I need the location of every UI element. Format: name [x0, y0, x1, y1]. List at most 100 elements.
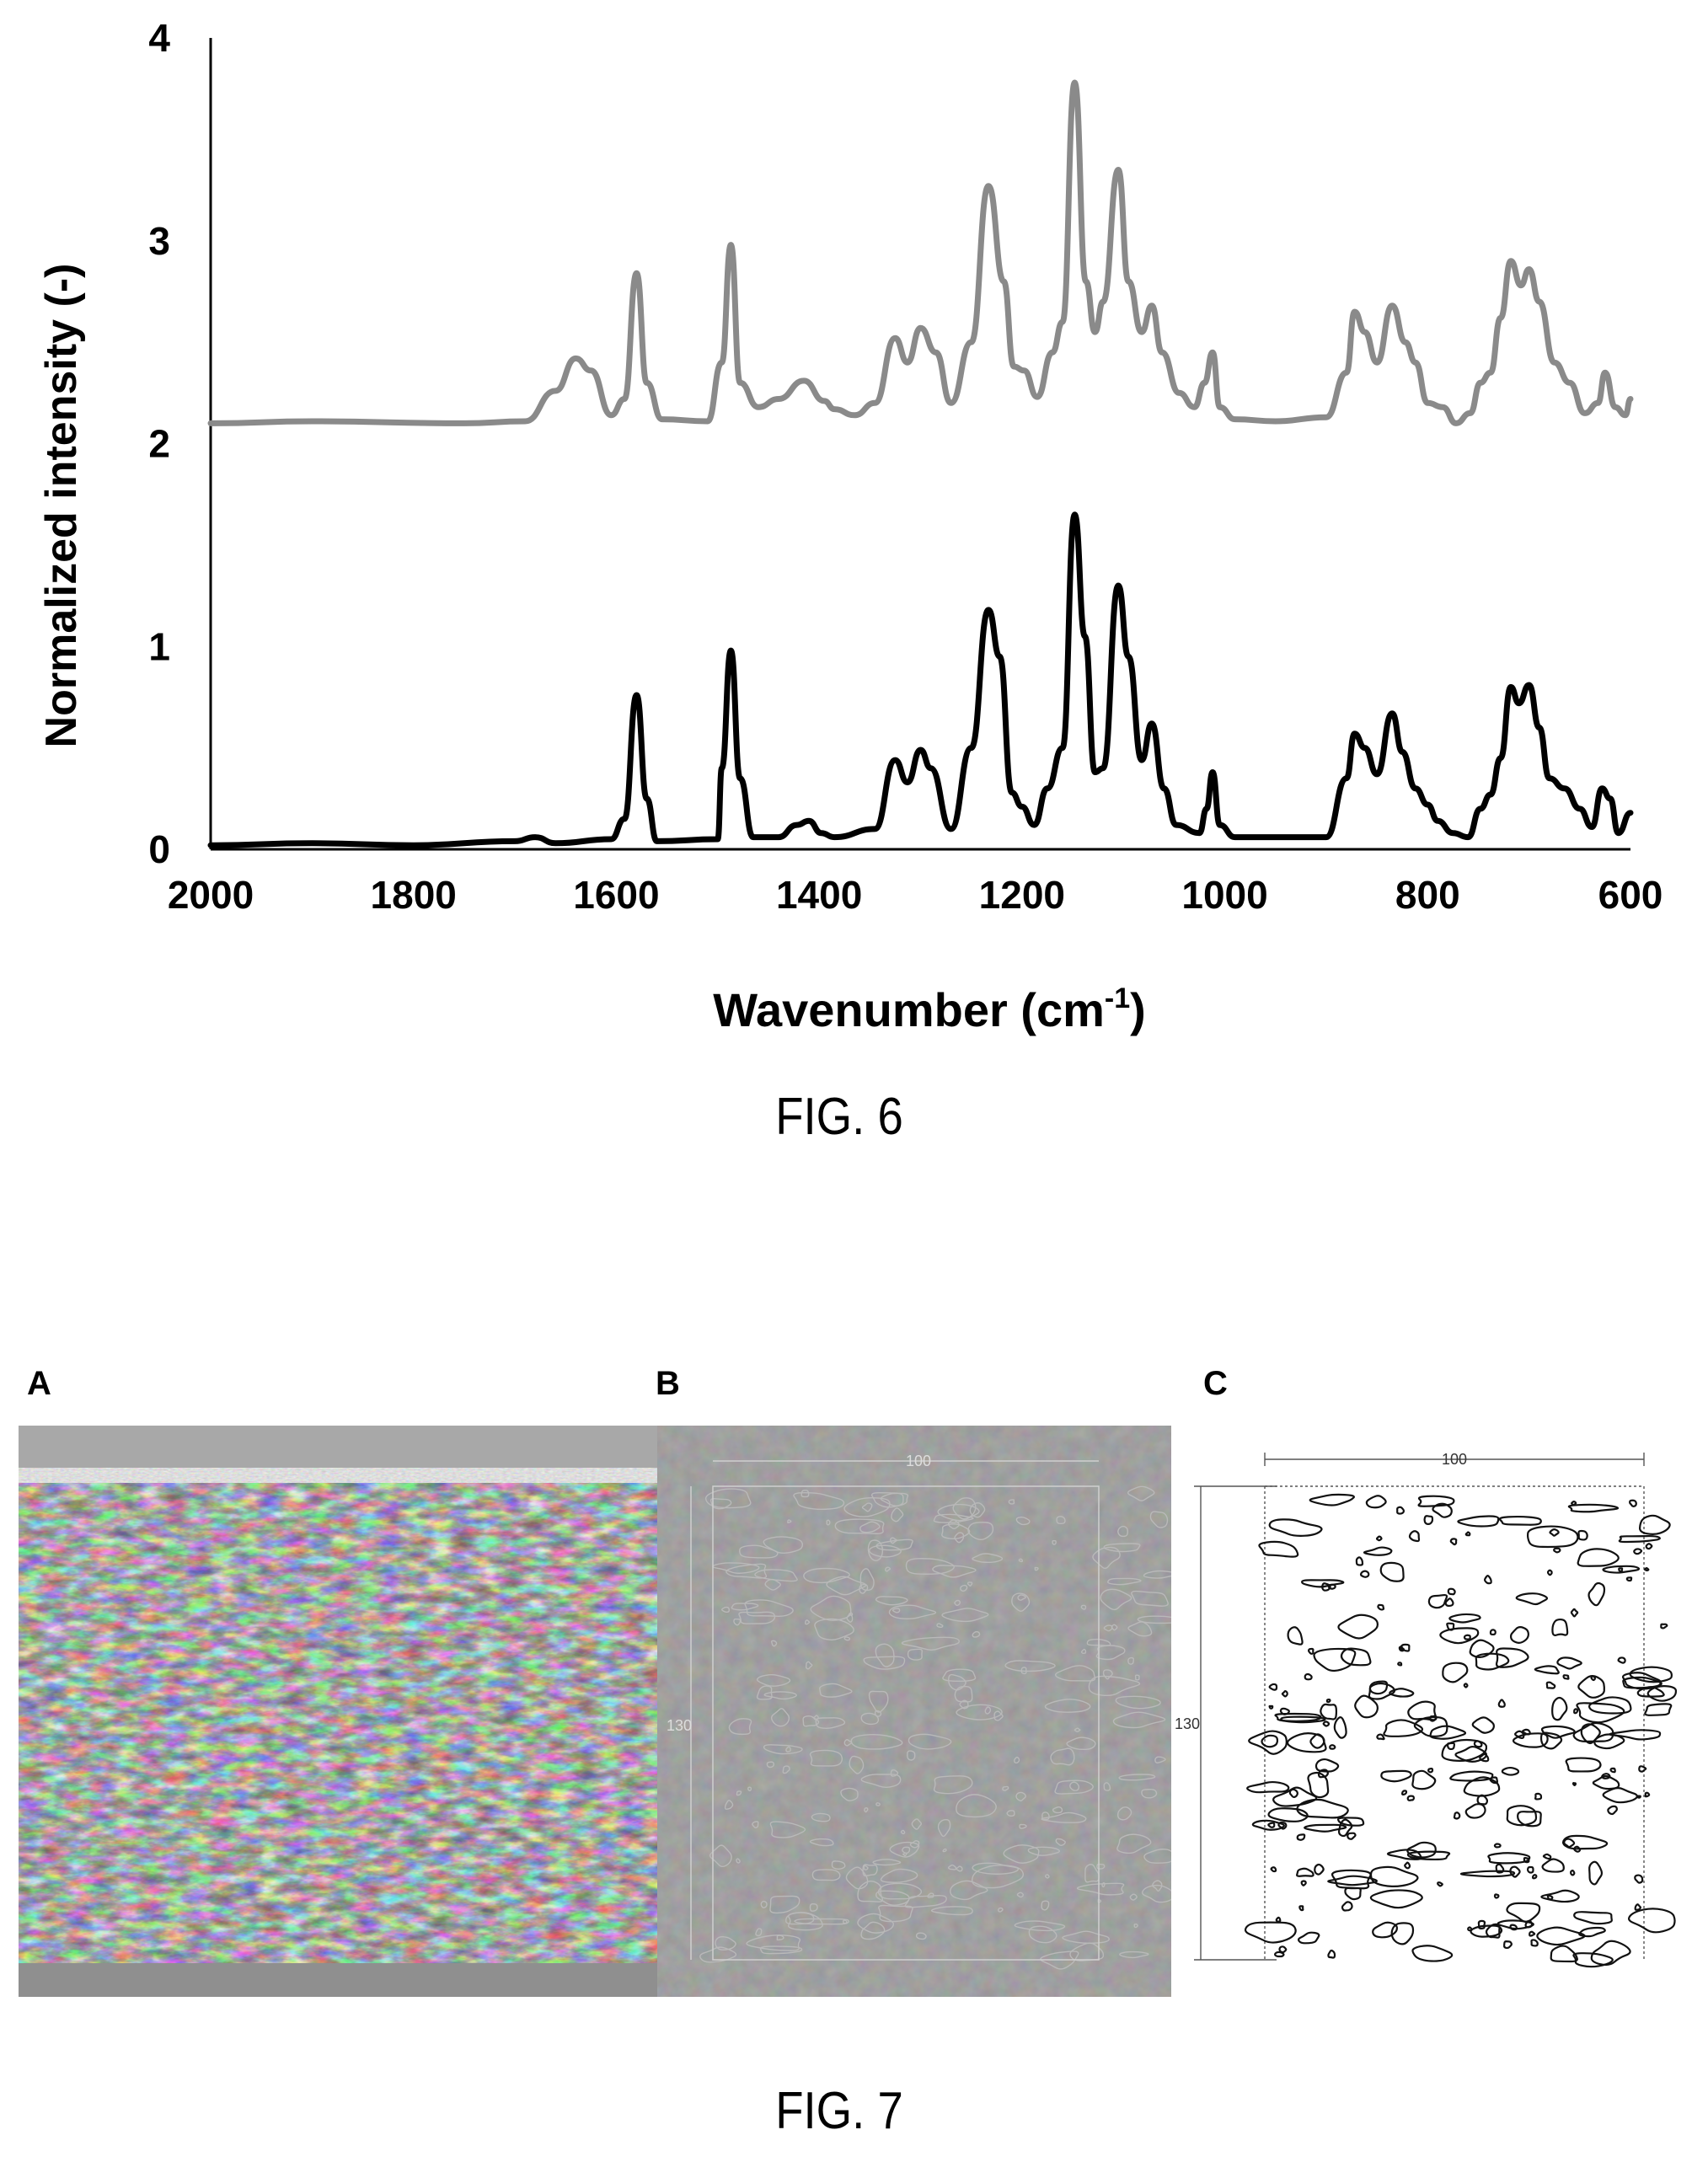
pore-outline	[1044, 1874, 1050, 1879]
pore-outline	[1084, 1864, 1100, 1883]
pore-outline	[1601, 1773, 1611, 1779]
pore-outline	[1556, 1656, 1582, 1670]
pore-outline	[1354, 1694, 1379, 1719]
pore-outline	[1267, 1807, 1309, 1822]
pore-outline	[1137, 1615, 1171, 1624]
pore-outline	[1545, 1681, 1556, 1689]
pore-outline	[1540, 1725, 1576, 1739]
pore-outline	[1341, 1901, 1353, 1912]
x-tick-label: 600	[1598, 873, 1663, 917]
pore-outline	[699, 1946, 737, 1963]
pore-outline	[1449, 1538, 1458, 1546]
pore-outline	[1041, 1811, 1050, 1821]
pore-outline	[1639, 1514, 1671, 1535]
pore-outline	[1643, 1567, 1650, 1572]
pore-outline	[1509, 1865, 1521, 1878]
pore-outline	[875, 1890, 910, 1906]
pore-outline	[902, 1846, 911, 1854]
pore-outline	[1570, 1608, 1579, 1618]
pore-outline	[1069, 1781, 1080, 1791]
pore-outline	[1014, 1756, 1020, 1764]
pore-outline	[1622, 1676, 1662, 1689]
pore-outline	[805, 1661, 813, 1670]
pore-outline	[1333, 1716, 1347, 1739]
pore-outline	[1609, 1729, 1662, 1741]
pore-outline	[1534, 1792, 1543, 1801]
pore-outline	[1457, 1515, 1500, 1528]
pore-outline	[1267, 1822, 1276, 1828]
pore-outline	[763, 1744, 803, 1755]
pore-outline	[1454, 1745, 1488, 1763]
pore-outline	[1592, 1774, 1620, 1790]
pore-outline	[1577, 1548, 1620, 1567]
pore-outline	[1368, 1682, 1396, 1700]
pore-outline	[776, 1935, 784, 1941]
pore-outline	[1152, 1880, 1163, 1892]
pore-outline	[859, 1583, 869, 1594]
pore-outline	[809, 1902, 818, 1912]
pore-outline	[1006, 1810, 1015, 1817]
x-tick-label: 1800	[371, 873, 457, 917]
pore-outline	[1244, 1921, 1297, 1944]
pore-outline	[1400, 1643, 1411, 1652]
y-tick-label: 4	[148, 16, 170, 60]
pore-outline	[1286, 1732, 1327, 1753]
pore-outline	[1540, 1889, 1580, 1903]
pore-outline	[877, 1882, 923, 1900]
pore-outline	[1546, 1894, 1554, 1901]
pore-outline	[1577, 1675, 1605, 1699]
pore-outline	[1028, 1925, 1057, 1944]
pore-outline	[1404, 1861, 1411, 1870]
dimension-box-c	[1194, 1453, 1645, 1961]
pore-outline	[1660, 1623, 1668, 1630]
pore-outline	[1129, 1893, 1138, 1901]
pore-outline	[1577, 1529, 1588, 1541]
pore-outline	[1644, 1703, 1673, 1716]
pore-outline	[1016, 1892, 1025, 1898]
pore-outline	[1296, 1833, 1306, 1841]
pore-outline	[755, 1928, 763, 1937]
pore-outline	[1521, 1728, 1531, 1736]
pore-outline	[966, 1581, 973, 1587]
pore-outline	[1314, 1863, 1325, 1876]
pore-outline	[1355, 1556, 1364, 1566]
pore-outline	[1337, 1613, 1379, 1640]
sem-outlined-image: 100 130	[657, 1426, 1171, 1997]
pore-outline	[1008, 1499, 1015, 1505]
pore-outline	[1248, 1730, 1288, 1755]
pore-outline	[874, 1710, 882, 1717]
pore-outline	[1274, 1712, 1322, 1722]
pore-outline	[1487, 1852, 1531, 1865]
pore-outline	[1297, 1931, 1320, 1945]
x-tick-label: 1000	[1181, 873, 1267, 917]
pore-outline	[850, 1733, 903, 1750]
pore-outline	[857, 1913, 895, 1934]
pore-outline	[1621, 1672, 1662, 1690]
pore-outline	[1086, 1638, 1111, 1646]
pore-outline	[942, 1668, 977, 1683]
pore-outline	[864, 1806, 869, 1813]
pore-outline	[1638, 1765, 1647, 1773]
pore-outline	[1050, 1747, 1075, 1766]
chart-series	[207, 79, 1634, 848]
pore-outline	[736, 1790, 742, 1796]
pore-outline	[1375, 1535, 1383, 1542]
y-tick-label: 0	[148, 827, 170, 871]
y-tick-label: 3	[148, 219, 170, 263]
panel-c-letter: C	[1203, 1365, 1228, 1402]
pore-outline	[811, 1812, 831, 1822]
outline-drawing: 100 130	[1175, 1451, 1678, 1968]
pore-outline	[1423, 1515, 1434, 1525]
pore-outline	[875, 1802, 881, 1806]
pore-outline	[1327, 1949, 1336, 1959]
pore-outline	[1002, 1785, 1009, 1791]
x-axis-label: Wavenumber (cm-1)	[713, 982, 1146, 1036]
panel-b-letter: B	[656, 1365, 680, 1402]
pore-outline	[1609, 1767, 1616, 1774]
pore-outline	[1019, 1823, 1027, 1829]
pore-outline	[1634, 1874, 1644, 1884]
pore-outline	[933, 1775, 973, 1795]
pore-outline	[1272, 1786, 1318, 1807]
pore-outline	[1337, 1818, 1353, 1838]
pore-outline	[954, 1532, 965, 1544]
